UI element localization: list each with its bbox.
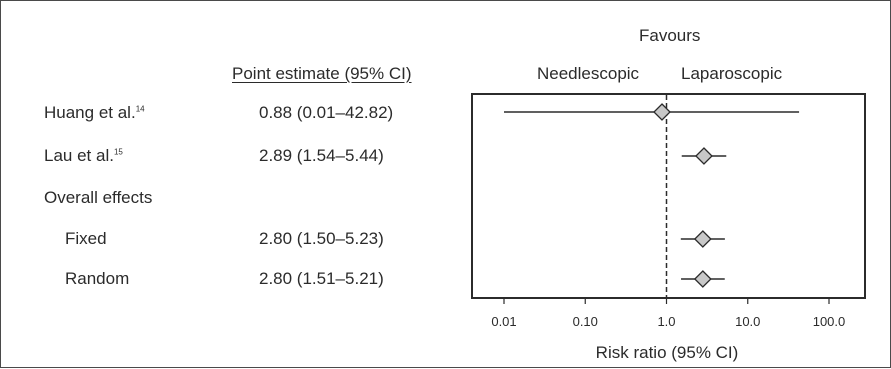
section-label-overall: Overall effects xyxy=(44,188,153,207)
point-estimate-huang xyxy=(653,103,671,121)
overall-estimate-random: 2.80 (1.51–5.21) xyxy=(259,269,384,288)
x-axis: 0.01 0.10 1.0 10.0 100.0 xyxy=(491,298,845,329)
study-estimate-huang: 0.88 (0.01–42.82) xyxy=(259,103,394,122)
x-tick-label: 0.01 xyxy=(491,314,516,329)
point-estimate-random xyxy=(693,270,712,288)
study-estimate-lau: 2.89 (1.54–5.44) xyxy=(259,146,384,165)
study-label-huang: Huang et al.14 xyxy=(44,103,145,122)
x-tick-label: 1.0 xyxy=(657,314,675,329)
overall-estimate-fixed: 2.80 (1.50–5.23) xyxy=(259,229,384,248)
favours-right-label: Laparoscopic xyxy=(681,64,783,83)
point-estimate-lau xyxy=(695,147,713,165)
favours-title: Favours xyxy=(639,26,701,45)
overall-label-random: Random xyxy=(65,269,130,288)
favours-left-label: Needlescopic xyxy=(537,64,640,83)
x-tick-label: 10.0 xyxy=(735,314,760,329)
x-axis-label: Risk ratio (95% CI) xyxy=(596,343,739,362)
x-tick-label: 0.10 xyxy=(573,314,598,329)
plot-frame xyxy=(471,93,866,299)
column-header: Point estimate (95% CI) xyxy=(232,64,412,83)
forest-marks xyxy=(504,103,800,288)
point-estimate-fixed xyxy=(693,230,712,248)
x-tick-label: 100.0 xyxy=(813,314,846,329)
overall-label-fixed: Fixed xyxy=(65,229,107,248)
study-label-lau: Lau et al.15 xyxy=(44,146,123,165)
